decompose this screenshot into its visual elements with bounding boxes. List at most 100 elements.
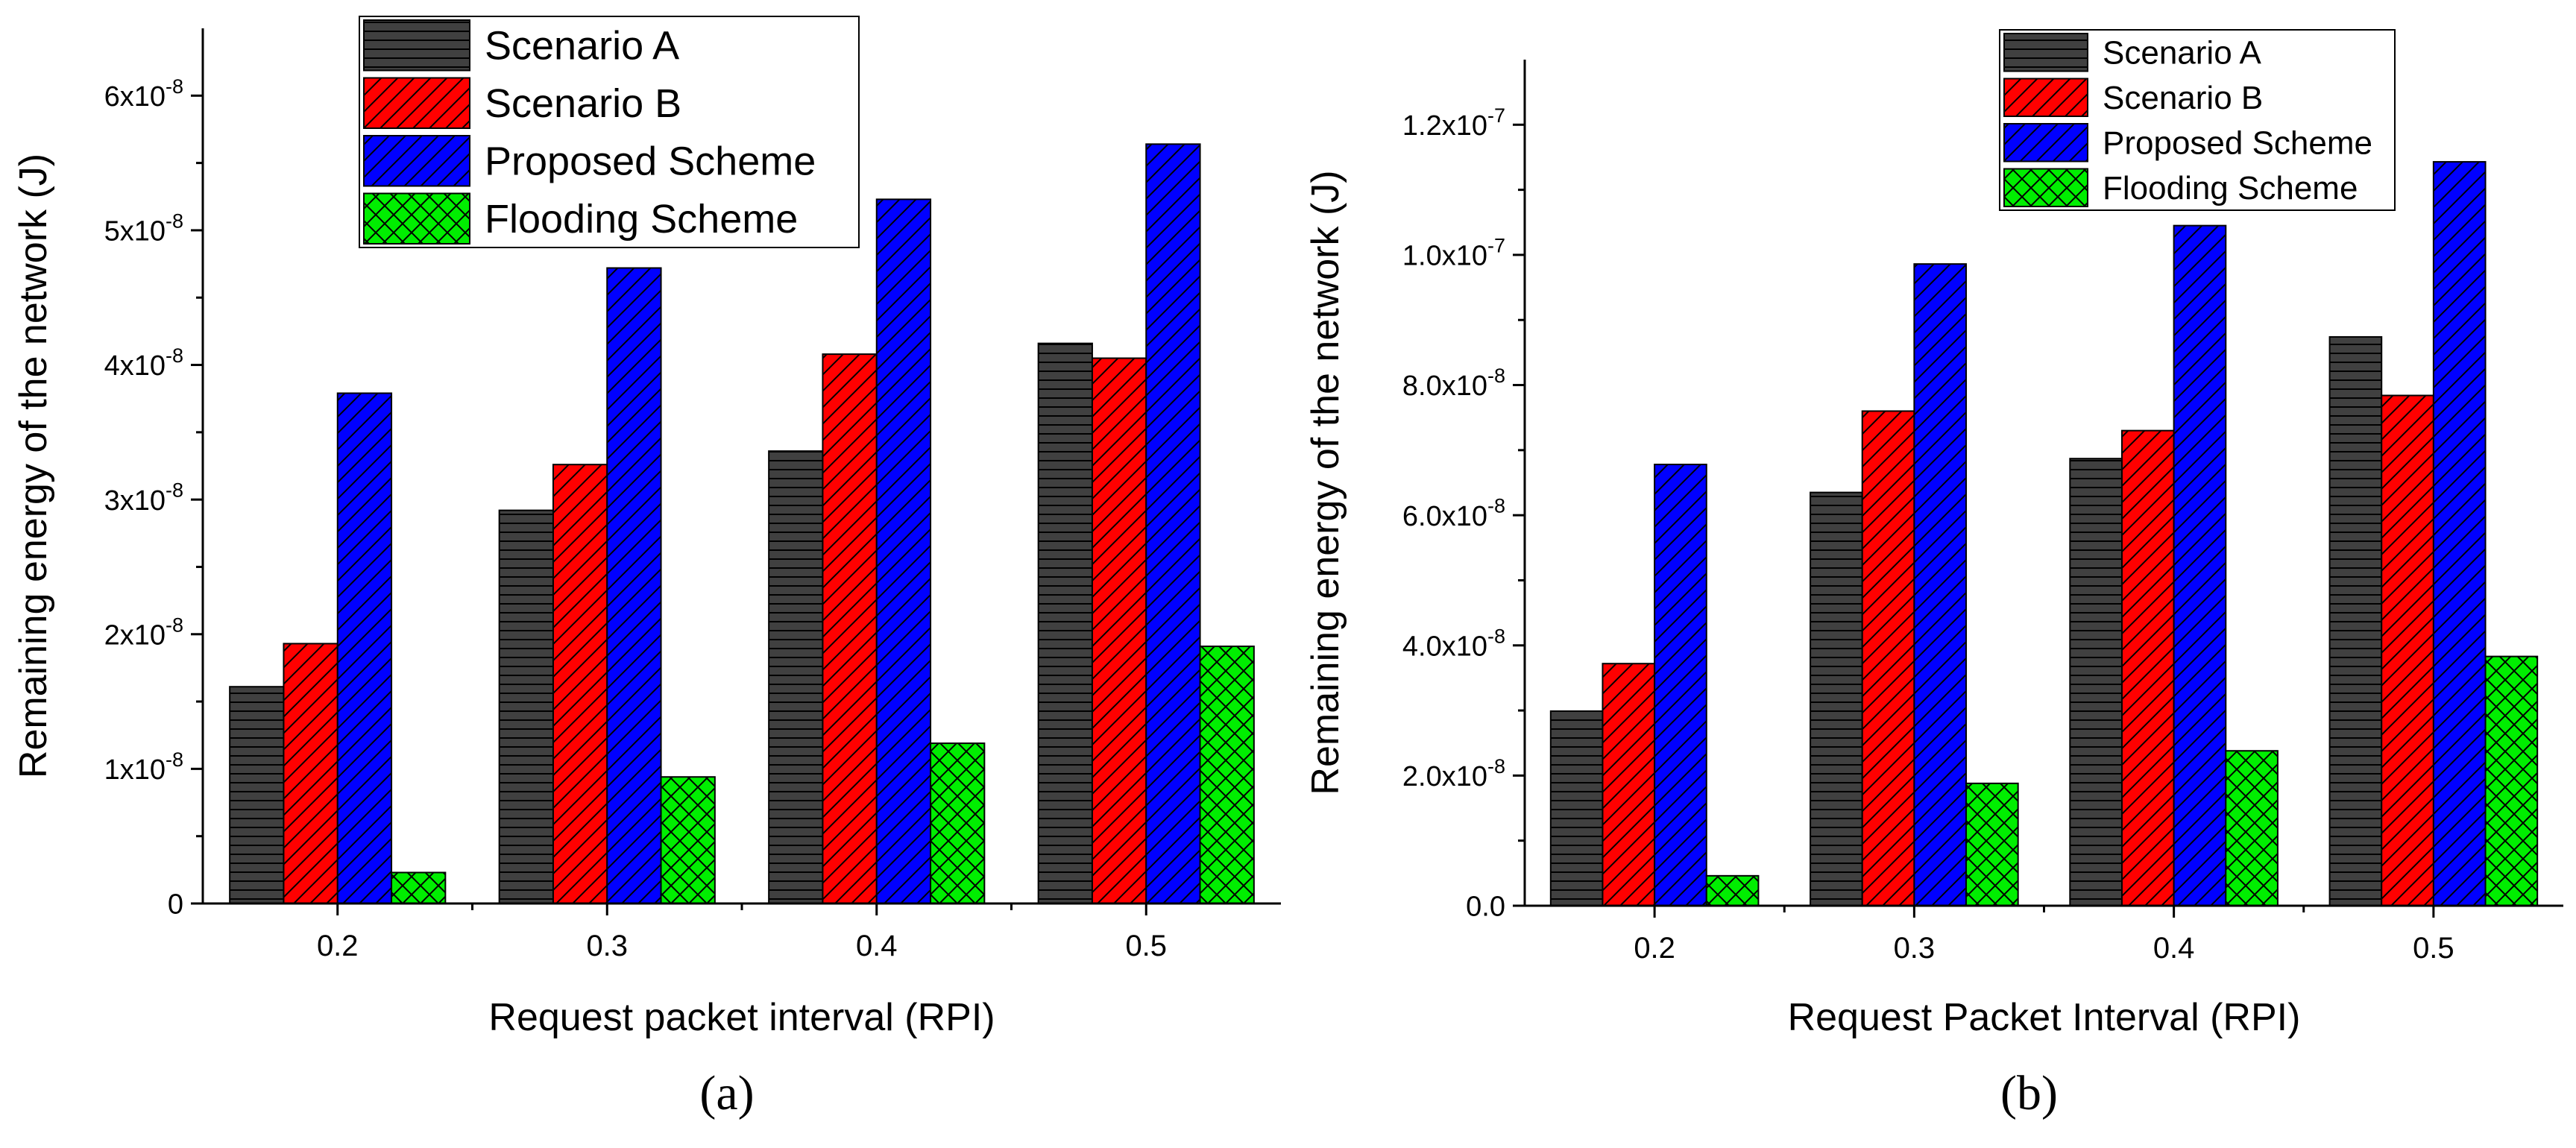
bar-hatch [1549, 710, 1604, 906]
y-tick-label: 0 [168, 889, 183, 921]
legend-label: Flooding Scheme [2103, 170, 2358, 206]
legend-entry-flooding-scheme: Flooding Scheme [363, 192, 798, 245]
bar-proposed-scheme-0.4 [875, 198, 932, 904]
x-tick-label: 0.4 [856, 930, 898, 962]
x-tick-label: 0.2 [317, 930, 359, 962]
bar-hatch [552, 464, 608, 904]
bar-hatch [1037, 342, 1093, 904]
bar-proposed-scheme-0.3 [1913, 263, 1968, 906]
bar-scenario-a-0.3 [498, 509, 554, 904]
bar-hatch [498, 509, 554, 904]
bar-proposed-scheme-0.4 [2173, 224, 2227, 906]
legend: Scenario A Scenario B Proposed Scheme Flood… [359, 16, 860, 248]
legend-swatch [2003, 168, 2088, 207]
legend-entry-proposed-scheme: Proposed Scheme [2003, 123, 2372, 163]
bar-hatch [1913, 263, 1968, 906]
y-tick-label: 3x10-8 [104, 479, 183, 517]
bar-scenario-b-0.5 [1091, 357, 1147, 904]
bar-hatch [1654, 464, 1707, 906]
bar-hatch [2328, 335, 2383, 906]
bar-hatch [1199, 646, 1255, 904]
bar-hatch [606, 267, 662, 905]
bars [1549, 161, 2539, 907]
y-tick-label: 5x10-8 [104, 210, 183, 247]
bar-hatch [2484, 655, 2539, 906]
x-tick-label: 0.5 [1125, 930, 1167, 962]
legend-entry-scenario-b: Scenario B [2003, 78, 2263, 117]
y-tick-label: 4x10-8 [104, 344, 183, 382]
panel-label: (b) [2000, 1066, 2058, 1120]
chart-panel-a: 0 1x10-8 2x10-8 3x10-8 4x10-8 5x10-8 6x10-8 0.2… [12, 16, 1281, 1120]
bar-scenario-a-0.4 [2069, 458, 2123, 906]
legend-swatch [363, 135, 470, 187]
x-tick-label: 0.2 [1634, 932, 1675, 965]
legend-entry-scenario-a: Scenario A [2003, 33, 2261, 72]
bar-hatch [768, 450, 824, 904]
bar-flooding-scheme-0.5 [1199, 646, 1255, 904]
bar-scenario-b-0.2 [283, 643, 338, 904]
bar-hatch [1810, 491, 1863, 906]
bar-hatch [1091, 357, 1147, 904]
y-tick-label: 1.0x10-7 [1402, 235, 1505, 272]
bar-flooding-scheme-0.5 [2484, 655, 2539, 906]
legend-label: Scenario B [2103, 80, 2263, 116]
bar-hatch [875, 198, 932, 904]
bar-hatch [930, 742, 986, 904]
bar-hatch [2432, 161, 2487, 907]
bar-hatch [1861, 410, 1915, 906]
bar-hatch [2381, 394, 2434, 906]
bar-hatch [283, 643, 338, 904]
legend-swatch [2003, 33, 2088, 72]
x-tick-label: 0.5 [2413, 932, 2454, 965]
bar-scenario-a-0.2 [1549, 710, 1604, 906]
bar-flooding-scheme-0.2 [391, 871, 447, 905]
bar-flooding-scheme-0.4 [2225, 750, 2279, 907]
bar-flooding-scheme-0.4 [930, 742, 986, 904]
legend-label: Proposed Scheme [2103, 125, 2372, 162]
y-tick-label: 1.2x10-7 [1402, 104, 1505, 142]
bar-hatch [2069, 458, 2123, 906]
y-tick-label: 6.0x10-8 [1402, 495, 1505, 532]
y-tick-label: 2.0x10-8 [1402, 755, 1505, 792]
x-tick-label: 0.3 [1894, 932, 1936, 965]
bar-hatch [1965, 782, 2019, 907]
legend-label: Proposed Scheme [485, 139, 816, 184]
bar-hatch [336, 392, 393, 904]
bar-flooding-scheme-0.2 [1705, 874, 1760, 907]
bar-scenario-a-0.3 [1810, 491, 1863, 906]
bar-hatch [1145, 143, 1201, 904]
y-tick-label: 6x10-8 [104, 75, 183, 113]
legend-swatch [2003, 123, 2088, 163]
bar-hatch [660, 776, 716, 905]
legend-entry-scenario-a: Scenario A [363, 19, 679, 72]
bar-scenario-b-0.4 [822, 353, 878, 904]
bar-proposed-scheme-0.2 [1654, 464, 1707, 906]
bar-scenario-b-0.2 [1602, 663, 1656, 906]
bars [229, 143, 1255, 905]
legend-label: Flooding Scheme [485, 197, 798, 242]
bar-scenario-b-0.3 [1861, 410, 1915, 906]
legend-entry-proposed-scheme: Proposed Scheme [363, 135, 816, 187]
y-tick-label: 0.0 [1466, 892, 1505, 923]
x-tick-label: 0.3 [586, 930, 628, 962]
bar-hatch [391, 871, 447, 905]
y-axis-label: Remaining energy of the network (J) [12, 154, 55, 778]
bar-proposed-scheme-0.2 [336, 392, 393, 904]
bar-scenario-a-0.5 [1037, 342, 1093, 904]
bar-hatch [1705, 874, 1760, 907]
legend-label: Scenario A [485, 24, 679, 69]
x-axis-label: Request packet interval (RPI) [488, 996, 995, 1039]
x-tick-label: 0.4 [2153, 932, 2195, 965]
y-tick-label: 8.0x10-8 [1402, 365, 1505, 402]
bar-hatch [2225, 750, 2279, 907]
bar-hatch [2173, 224, 2227, 906]
bar-hatch [822, 353, 878, 904]
panel-label: (a) [699, 1066, 754, 1120]
x-axis-label: Request Packet Interval (RPI) [1788, 996, 2301, 1039]
bar-scenario-a-0.2 [229, 686, 285, 904]
legend-swatch [363, 192, 470, 245]
legend-label: Scenario A [2103, 35, 2261, 72]
y-axis-label: Remaining energy of the network (J) [1304, 170, 1347, 795]
